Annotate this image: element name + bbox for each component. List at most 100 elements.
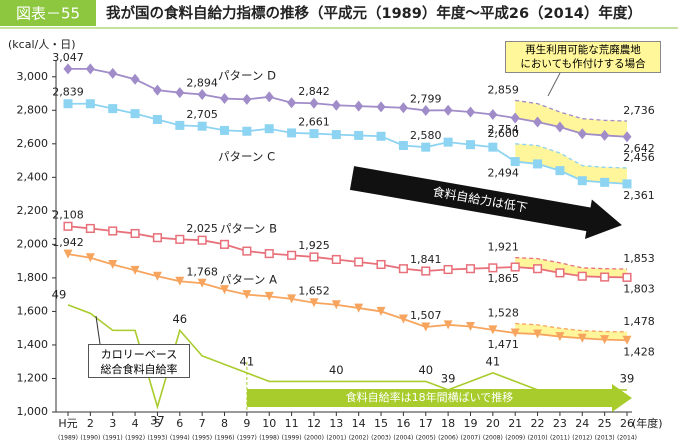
pointer <box>95 315 101 345</box>
y-tick-label: 1,400 <box>17 338 49 351</box>
marker <box>264 291 274 301</box>
x-tick-label: 4 <box>132 417 139 430</box>
marker <box>421 266 431 276</box>
marker <box>354 303 364 313</box>
marker <box>130 73 140 85</box>
marker <box>376 131 386 141</box>
y-tick-label: 2,600 <box>17 137 49 150</box>
marker <box>152 115 162 125</box>
data-label: 41 <box>240 354 255 368</box>
arrow-shape <box>349 166 622 239</box>
x-tick-year: (2009) <box>505 435 525 442</box>
marker <box>354 100 364 112</box>
data-label: 2,108 <box>52 208 84 221</box>
x-tick-label: 9 <box>243 417 250 430</box>
marker <box>197 121 207 131</box>
marker <box>220 285 230 295</box>
marker <box>309 252 319 262</box>
data-label: 2,661 <box>298 116 330 129</box>
x-tick-year: (1996) <box>215 435 235 442</box>
marker <box>85 99 95 109</box>
marker <box>152 271 162 281</box>
band <box>515 257 627 278</box>
x-tick-label: 11 <box>285 417 299 430</box>
x-tick-label: 14 <box>352 417 366 430</box>
y-tick-label: 1,800 <box>17 271 49 284</box>
marker <box>577 271 587 281</box>
x-tick-year: (1989) <box>58 435 78 442</box>
marker <box>376 101 386 113</box>
marker <box>376 306 386 316</box>
y-tick-label: 3,000 <box>17 70 49 83</box>
marker <box>242 93 252 105</box>
marker <box>510 112 520 124</box>
note-line: においても作付けする場合 <box>520 58 646 70</box>
data-label: 1,428 <box>623 345 655 358</box>
marker <box>331 254 341 265</box>
x-tick-year: (2002) <box>349 435 369 442</box>
marker <box>600 335 610 345</box>
marker <box>309 129 319 139</box>
marker <box>63 221 73 231</box>
marker <box>130 265 140 275</box>
marker <box>443 137 453 147</box>
x-tick-year: (1993) <box>147 435 167 442</box>
marker <box>85 63 95 75</box>
marker <box>398 264 408 274</box>
data-label: 1,942 <box>52 236 84 249</box>
marker <box>287 294 297 304</box>
marker <box>443 264 453 275</box>
marker <box>600 272 610 282</box>
data-label: 2,580 <box>410 129 442 142</box>
upper-line <box>515 322 628 333</box>
series-line <box>68 67 628 138</box>
marker <box>398 102 408 114</box>
y-tick-label: 2,000 <box>17 237 49 250</box>
upper-line <box>515 143 628 169</box>
data-label: 1,652 <box>298 285 330 298</box>
marker <box>398 314 408 324</box>
marker <box>533 329 543 339</box>
series-name: パターン D <box>218 69 276 83</box>
data-label: 1,841 <box>410 253 442 266</box>
data-label: 1,478 <box>623 315 655 328</box>
x-tick-year: (2001) <box>326 435 346 442</box>
data-label: 2,642 <box>623 142 655 155</box>
x-tick-label: H元 <box>58 417 77 430</box>
data-label: 46 <box>172 312 187 326</box>
marker <box>577 176 587 186</box>
x-tick-year: (1995) <box>192 435 212 442</box>
x-tick-label: 3 <box>109 417 116 430</box>
data-label: 2,842 <box>298 85 330 98</box>
data-label: 39 <box>441 371 456 385</box>
marker <box>287 97 297 109</box>
marker <box>63 249 73 259</box>
marker <box>443 104 453 116</box>
x-tick-label: 15 <box>374 417 388 430</box>
marker <box>398 140 408 150</box>
data-label: 1,853 <box>623 252 655 265</box>
x-tick-label: 23 <box>553 417 567 430</box>
data-label: 3,047 <box>52 51 84 64</box>
marker <box>488 263 498 273</box>
x-tick-year: (1992) <box>125 435 145 442</box>
marker <box>421 322 431 332</box>
x-tick-label: 26 <box>620 417 634 430</box>
x-tick-year: (2013) <box>595 435 615 442</box>
marker <box>465 140 475 150</box>
x-tick-label: 5 <box>154 417 161 430</box>
data-label: 2,894 <box>186 77 218 90</box>
x-tick-label: 18 <box>441 417 455 430</box>
y-tick-label: 2,400 <box>17 170 49 183</box>
marker <box>85 223 95 234</box>
marker <box>197 89 207 101</box>
marker <box>85 253 95 263</box>
marker <box>465 322 475 332</box>
x-tick-year: (1999) <box>282 435 302 442</box>
x-tick-year: (2000) <box>304 435 324 442</box>
band <box>515 323 627 341</box>
x-tick-year: (2014) <box>617 435 637 442</box>
marker <box>152 84 162 96</box>
marker <box>242 126 252 136</box>
